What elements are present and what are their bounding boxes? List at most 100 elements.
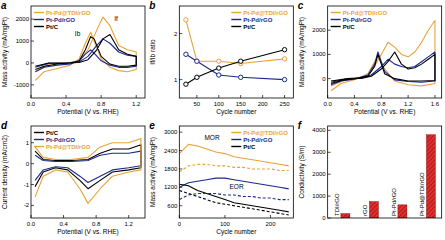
y-tick-label: 1	[26, 140, 30, 146]
series-line	[179, 184, 288, 212]
legend-label: Pt/C	[243, 144, 256, 150]
legend-label: Pt/C	[46, 130, 59, 136]
legend-label: Pt-Pd@TDI/rGO	[46, 10, 91, 16]
y-tick	[31, 142, 34, 143]
bar	[426, 135, 435, 218]
plot-area	[35, 17, 136, 81]
legend-swatch	[231, 139, 241, 140]
series-line	[331, 21, 435, 91]
bar	[341, 214, 350, 218]
legend: Pt-Pd@TDI/rGOPt-Pd/rGOPt/C	[231, 130, 288, 150]
y-tick	[328, 196, 331, 197]
y-tick-label: 1800	[164, 166, 178, 172]
legend-swatch	[34, 12, 44, 13]
series-marker	[282, 57, 286, 61]
x-tick	[381, 95, 382, 98]
plot-area	[331, 21, 435, 91]
series-marker	[239, 59, 243, 63]
annotation: Ib	[75, 30, 81, 37]
legend-swatch	[231, 19, 241, 20]
y-tick-label: -2	[24, 202, 30, 208]
plot-area	[35, 139, 141, 204]
series-line	[179, 144, 288, 165]
series-marker	[217, 59, 221, 63]
y-tick	[328, 174, 331, 175]
legend-swatch	[231, 26, 241, 27]
y-tick-label: 600	[167, 203, 178, 209]
y-tick	[31, 62, 34, 63]
legend-label: Pt-Pd@TDI/rGO	[243, 130, 288, 136]
y-tick	[179, 79, 182, 80]
x-tick-label: 0.8	[377, 101, 386, 107]
y-tick	[31, 205, 34, 206]
y-tick-label: 3000	[312, 149, 326, 155]
figure: a-10000100020000.00.40.81.2Potential (V …	[0, 0, 445, 240]
panel: c0100020000.00.40.81.21.6Potential (V vs…	[298, 0, 442, 116]
legend-swatch	[34, 146, 44, 147]
series-marker	[195, 59, 199, 63]
legend: Pt-Pd@TDI/rGOPt-Pd/rGOPt/C	[231, 10, 288, 30]
x-tick	[196, 95, 197, 98]
y-axis-label: Current density (mA/cm2)	[1, 135, 9, 209]
category-label: Pt-Pd@TDI/rGO	[419, 172, 425, 216]
x-tick	[408, 95, 409, 98]
series-marker	[217, 66, 221, 70]
y-axis-label: If/Ib ratio	[149, 39, 156, 65]
y-tick-label: 2000	[16, 16, 30, 22]
panel-letter: c	[298, 0, 304, 11]
legend-swatch	[231, 132, 241, 133]
x-tick	[101, 95, 102, 98]
y-tick	[31, 163, 34, 164]
panel: f01000200030004000Conductivity (S/m)TDI/…	[298, 120, 442, 221]
x-tick-label: 0.4	[59, 221, 68, 227]
y-tick	[328, 78, 331, 79]
y-tick	[31, 19, 34, 20]
y-tick-label: 2000	[312, 171, 326, 177]
plot-area	[179, 144, 288, 215]
annotation: If	[114, 15, 118, 22]
x-tick-label: 1.2	[132, 101, 141, 107]
y-tick-label: 1	[174, 77, 178, 83]
x-tick-label: 0.0	[27, 101, 36, 107]
x-tick-label: 200	[258, 101, 269, 107]
x-tick-label: 100	[220, 221, 231, 227]
panel-letter: b	[149, 0, 155, 11]
y-tick	[328, 130, 331, 131]
x-tick-label: 1.2	[125, 221, 134, 227]
legend-swatch	[34, 19, 44, 20]
legend-label: Pt-Pd/rGO	[46, 137, 75, 143]
plot-frame	[179, 126, 293, 218]
y-tick-label: 0	[26, 161, 30, 167]
legend-label: Pt-Pd@TDI/rGO	[46, 144, 91, 150]
x-tick-label: 100	[214, 101, 225, 107]
category-label: TDI/rGO	[334, 193, 340, 216]
legend-label: Pt-Pd@TDI/rGO	[343, 10, 388, 16]
legend-label: Pt/C	[46, 24, 59, 30]
x-tick-label: 0.0	[27, 221, 36, 227]
x-tick-label: 50	[194, 101, 201, 107]
y-axis-label: Conductivity (S/m)	[298, 145, 306, 198]
plot-frame	[328, 126, 442, 218]
series-marker	[184, 18, 188, 22]
x-tick	[240, 95, 241, 98]
legend: Pt/CPt-Pd/rGOPt-Pd@TDI/rGO	[34, 130, 91, 150]
x-axis-label: Cycle number	[216, 108, 257, 116]
y-tick-label: 0	[322, 76, 326, 82]
annotation: EOR	[229, 183, 243, 190]
series-line	[35, 151, 141, 182]
y-tick	[328, 30, 331, 31]
x-tick-label: 0	[178, 221, 182, 227]
y-tick-label: 1000	[312, 51, 326, 57]
series-marker	[184, 82, 188, 86]
y-tick	[179, 205, 182, 206]
x-tick	[434, 95, 435, 98]
series-line	[331, 52, 435, 83]
series-line	[179, 190, 288, 215]
series-line	[179, 164, 288, 172]
legend-swatch	[34, 139, 44, 140]
legend-swatch	[231, 146, 241, 147]
x-tick	[128, 215, 129, 218]
bar	[398, 205, 407, 218]
legend-label: Pt/C	[243, 24, 256, 30]
y-tick-label: 2000	[312, 27, 326, 33]
